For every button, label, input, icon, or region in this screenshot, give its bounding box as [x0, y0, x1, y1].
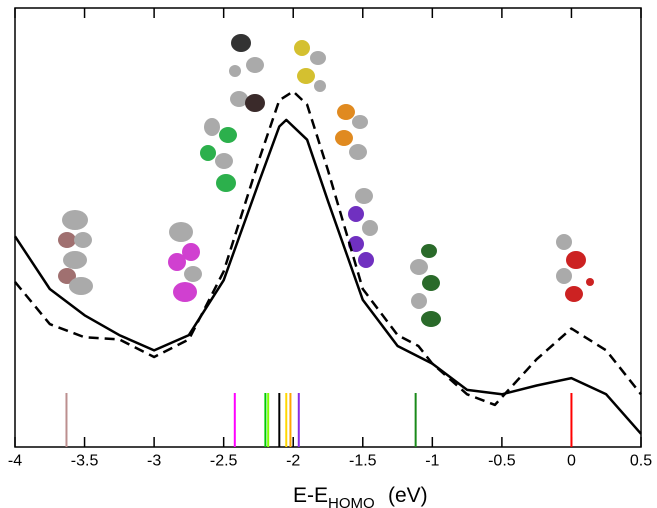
x-tick-label: -0.5	[488, 452, 516, 469]
x-tick-label: -1	[425, 452, 439, 469]
orbital-red	[556, 234, 594, 302]
x-tick-label: -2.5	[210, 452, 238, 469]
x-axis-label-sub: HOMO	[328, 495, 375, 508]
orbitals	[58, 34, 594, 327]
plot-frame	[14, 7, 642, 448]
orbital-brown	[58, 210, 93, 295]
curve	[13, 118, 642, 435]
x-axis-label-unit: (eV)	[388, 484, 428, 507]
x-tick-label: -3	[147, 452, 161, 469]
x-tick-label: -4	[8, 452, 22, 469]
x-tick-label: -3.5	[71, 452, 99, 469]
x-tick-label: 0.5	[630, 452, 652, 469]
curve	[14, 90, 642, 407]
orbital-purple	[348, 188, 378, 268]
x-tick-label: 0	[567, 452, 576, 469]
orbital-gold	[294, 40, 326, 92]
orbital-green	[200, 118, 237, 192]
orbital-darkgreen	[410, 244, 441, 327]
x-axis-label: E-E	[293, 484, 328, 507]
orbital-orange	[335, 104, 368, 160]
orbital-black	[229, 34, 265, 112]
x-tick-label: -1.5	[349, 452, 377, 469]
x-tick-label: -2	[286, 452, 300, 469]
orbital-magenta	[168, 222, 202, 302]
